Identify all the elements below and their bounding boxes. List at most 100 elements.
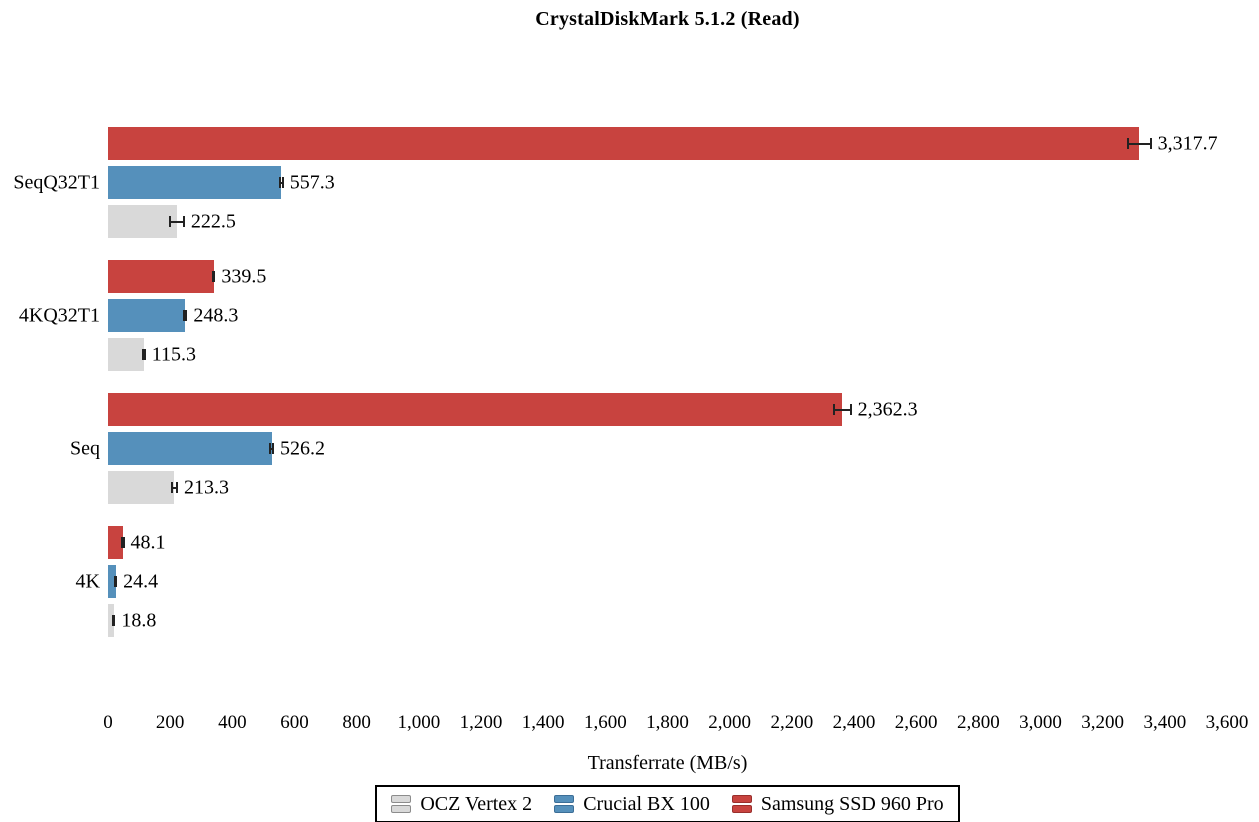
- bar-group-4kq32t1: 4KQ32T1 339.5 248.3 115.3: [19, 260, 1227, 371]
- error-cap: [185, 310, 188, 321]
- legend-item: Crucial BX 100: [554, 793, 710, 816]
- error-cap: [1126, 138, 1129, 149]
- value-label: 18.8: [121, 609, 157, 631]
- bar: [108, 471, 175, 504]
- bar-row: 526.2: [108, 432, 1227, 465]
- bar-row: 222.5: [108, 205, 1227, 238]
- value-label: 248.3: [193, 304, 239, 326]
- error-cap: [122, 537, 125, 548]
- bar-row: 557.3: [108, 166, 1227, 199]
- bar-row: 18.8: [108, 604, 1227, 637]
- x-tick-label: 600: [280, 712, 309, 733]
- legend-swatch-rect: [731, 805, 752, 813]
- category-label: 4KQ32T1: [18, 304, 100, 326]
- legend-swatch-rect: [391, 805, 412, 813]
- category-label: Seq: [70, 437, 100, 459]
- error-cap: [281, 177, 284, 188]
- error-cap: [832, 404, 835, 415]
- error-cap: [213, 271, 216, 282]
- value-label: 115.3: [151, 343, 196, 365]
- error-cap: [115, 576, 118, 587]
- bar: [108, 338, 144, 371]
- error-cap: [211, 271, 214, 282]
- error-whisker: [183, 314, 188, 317]
- error-whisker: [170, 486, 179, 489]
- legend-swatch-rect: [554, 795, 575, 803]
- bar-row: 3,317.7: [108, 127, 1227, 160]
- legend-label: Crucial BX 100: [583, 792, 710, 815]
- error-cap: [182, 216, 185, 227]
- error-whisker: [278, 181, 284, 184]
- error-whisker: [269, 447, 275, 450]
- x-tick-label: 200: [155, 712, 185, 733]
- error-cap: [183, 310, 185, 321]
- x-tick-label: 3,200: [1081, 712, 1125, 733]
- bar-group-4k: 4K 48.1 24.4 18.8: [76, 526, 1227, 637]
- bar-row: 339.5: [108, 260, 1227, 293]
- x-tick-label: 2,800: [956, 712, 1000, 733]
- value-label: 213.3: [184, 476, 230, 498]
- plot-area: SeqQ32T1 3,317.7 557.3 222.5 4KQ32T1 339.5 248…: [13, 127, 1227, 637]
- legend-label: OCZ Vertex 2: [420, 792, 533, 815]
- bar-row: 115.3: [108, 338, 1227, 371]
- error-cap: [278, 177, 281, 188]
- x-tick-label: 1,400: [521, 712, 565, 733]
- legend-label: Samsung SSD 960 Pro: [760, 792, 944, 815]
- bar-group-seqq32t1: SeqQ32T1 3,317.7 557.3 222.5: [13, 127, 1227, 238]
- error-cap: [143, 349, 146, 360]
- bar: [108, 432, 272, 465]
- x-tick-label: 1,000: [397, 712, 441, 733]
- error-cap: [170, 482, 173, 493]
- value-label: 339.5: [221, 265, 267, 287]
- x-tick-label: 2,600: [894, 712, 938, 733]
- x-axis-label: Transferrate (MB/s): [587, 752, 748, 774]
- bar: [108, 205, 178, 238]
- bar: [108, 299, 186, 332]
- x-tick-label: 3,000: [1019, 712, 1062, 733]
- bar-row: 24.4: [108, 565, 1227, 598]
- legend-item: Samsung SSD 960 Pro: [731, 792, 944, 816]
- x-tick-label: 2,000: [708, 712, 752, 733]
- error-whisker: [832, 408, 852, 411]
- value-label: 222.5: [190, 210, 236, 232]
- x-tick-label: 3,400: [1143, 712, 1187, 733]
- error-cap: [141, 349, 144, 360]
- error-cap: [1149, 138, 1152, 149]
- x-tick-label: 400: [218, 712, 247, 733]
- legend-swatch: [731, 795, 752, 813]
- bar-row: 248.3: [108, 299, 1227, 332]
- value-label: 526.2: [280, 437, 326, 459]
- error-cap: [849, 404, 852, 415]
- chart-title: CrystalDiskMark 5.1.2 (Read): [535, 8, 800, 30]
- value-label: 557.3: [289, 171, 335, 193]
- x-tick-label: 1,600: [583, 712, 627, 733]
- error-cap: [121, 537, 124, 548]
- x-tick-label: 3,600: [1205, 712, 1249, 733]
- bar: [108, 260, 214, 293]
- x-tick-label: 0: [103, 712, 113, 733]
- error-cap: [272, 443, 275, 454]
- bar-group-seq: Seq 2,362.3 526.2 213.3: [70, 393, 1227, 504]
- bar-row: 2,362.3: [108, 393, 1227, 426]
- error-whisker: [1126, 142, 1152, 145]
- error-cap: [169, 216, 172, 227]
- category-label: 4K: [75, 570, 100, 592]
- x-axis-tick-labels: 0 200 400 600 800 1,000 1,200 1,400 1,600 1,800 2,…: [103, 712, 1248, 736]
- value-label: 3,317.7: [1157, 132, 1218, 154]
- value-label: 24.4: [123, 570, 159, 592]
- bar-row: 48.1: [108, 526, 1227, 559]
- legend-swatch: [554, 795, 575, 813]
- x-tick-label: 1,200: [459, 712, 503, 733]
- legend-container: OCZ Vertex 2 Crucial BX 100 Samsung SSD 96…: [108, 785, 1227, 822]
- error-cap: [176, 482, 179, 493]
- category-label: SeqQ32T1: [13, 171, 100, 193]
- legend: OCZ Vertex 2 Crucial BX 100 Samsung SSD 96…: [375, 785, 960, 822]
- bar: [108, 604, 114, 637]
- bar: [108, 565, 116, 598]
- bar: [108, 526, 123, 559]
- bar: [108, 166, 282, 199]
- error-cap: [113, 615, 116, 626]
- bar-row: 213.3: [108, 471, 1227, 504]
- legend-swatch-rect: [554, 805, 575, 813]
